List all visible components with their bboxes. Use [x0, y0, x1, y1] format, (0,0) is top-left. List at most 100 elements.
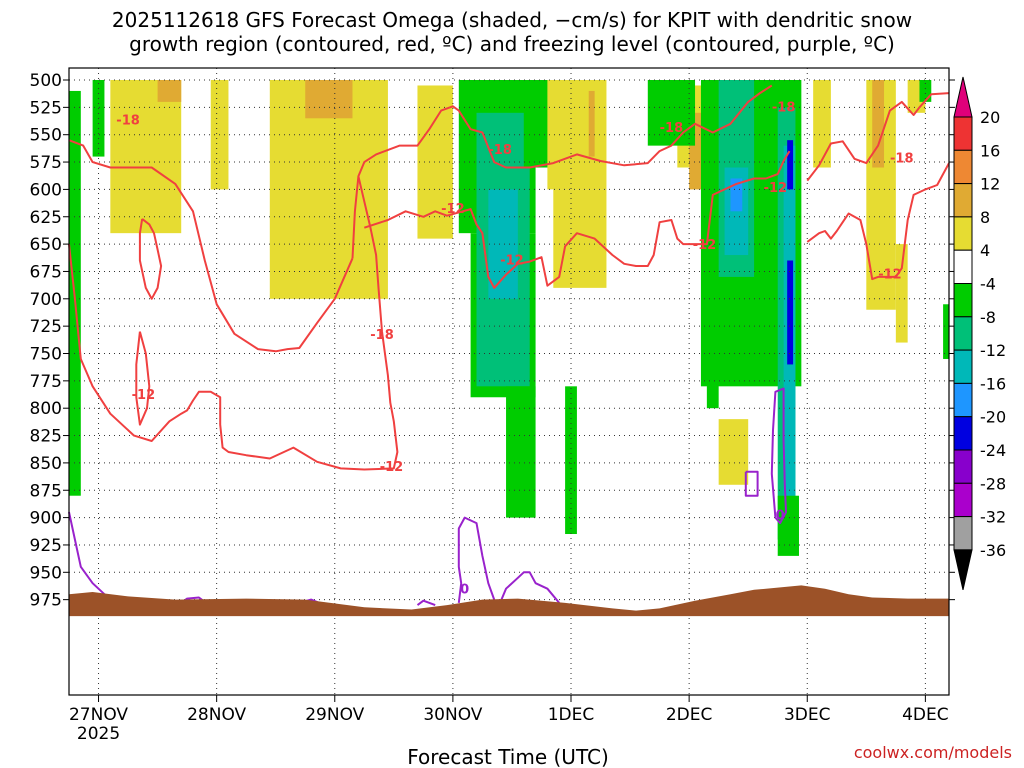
colorbar-label: 4 — [980, 241, 990, 260]
contour-label: 0 — [776, 508, 785, 523]
y-axis: 500 525 550 575 600 625 650 675 700 725 750 775 800 8… — [30, 71, 955, 611]
contour-zero-30nov — [457, 516, 496, 604]
contour-minus12-mid — [363, 150, 791, 289]
colorbar-bin — [953, 283, 973, 318]
contour-label: -18 — [488, 143, 512, 158]
colorbar-bin — [953, 449, 973, 484]
x-axis-label: Forecast Time (UTC) — [407, 745, 609, 768]
x-tick-label: 27NOV — [69, 705, 128, 725]
contour-labels: -18 -18 -18 -18 -18 -18 -12 -12 -12 -12 -12 -12 -12 0… — [116, 100, 913, 597]
y-tick-label: 500 — [30, 71, 62, 91]
y-tick-label: 550 — [30, 126, 62, 146]
colorbar-label: 8 — [980, 208, 990, 227]
contour-label: -12 — [693, 238, 717, 253]
colorbar-bin — [953, 249, 973, 284]
ground-terrain — [69, 585, 949, 617]
y-tick-label: 900 — [30, 509, 62, 529]
contour-label: -18 — [660, 121, 684, 136]
omega-region — [787, 260, 794, 365]
contour-label: -12 — [878, 268, 902, 283]
colorbar-bin — [953, 382, 973, 418]
contour-zero-1dec — [499, 571, 560, 604]
y-tick-label: 675 — [30, 262, 62, 282]
colorbar-label: -36 — [980, 541, 1006, 560]
omega-region — [157, 80, 182, 102]
contour-minus12-east — [806, 162, 950, 281]
chart-title-line-1: 2025112618 GFS Forecast Omega (shaded, −… — [112, 8, 912, 32]
x-tick-label: 30NOV — [423, 705, 482, 725]
colorbar-label: -8 — [980, 308, 996, 327]
y-tick-label: 950 — [30, 563, 62, 583]
contour-minus18-right — [351, 84, 773, 259]
contour-label: -12 — [132, 388, 156, 403]
y-tick-label: 775 — [30, 372, 62, 392]
contour-label: -18 — [116, 113, 140, 128]
y-tick-label: 800 — [30, 399, 62, 419]
colorbar-label: -24 — [980, 441, 1006, 460]
contour-zero-mid-left — [416, 599, 436, 607]
colorbar-bin — [953, 516, 973, 551]
colorbar-bin — [953, 183, 973, 218]
x-tick-label: 2DEC — [666, 705, 713, 725]
x-tick-label: 29NOV — [305, 705, 364, 725]
y-tick-label: 975 — [30, 591, 62, 611]
terrain-ground — [69, 585, 949, 617]
colorbar-bin — [953, 316, 973, 351]
colorbar-bin — [953, 116, 973, 151]
colorbar-label: -28 — [980, 474, 1006, 493]
y-tick-label: 750 — [30, 345, 62, 365]
colorbar-bin — [953, 216, 973, 251]
omega-region — [305, 80, 353, 119]
omega-region — [919, 80, 932, 102]
colorbar-label: 20 — [980, 108, 1000, 127]
colorbar-label: -20 — [980, 408, 1006, 427]
omega-region — [730, 178, 743, 212]
contour-label: -12 — [500, 253, 524, 268]
x-tick-label: 4DEC — [902, 705, 949, 725]
omega-region — [777, 495, 799, 556]
omega-region — [553, 189, 607, 288]
colorbar-bin — [953, 416, 973, 451]
omega-region — [718, 419, 749, 485]
colorbar-label: 12 — [980, 175, 1000, 194]
colorbar-top-extension — [953, 76, 973, 118]
x-tick-sublabel: 2025 — [77, 724, 120, 744]
y-tick-label: 875 — [30, 481, 62, 501]
x-tick-label: 3DEC — [784, 705, 831, 725]
y-tick-label: 700 — [30, 290, 62, 310]
y-tick-label: 725 — [30, 317, 62, 337]
y-tick-label: 650 — [30, 235, 62, 255]
y-tick-label: 625 — [30, 208, 62, 228]
credit-text: coolwx.com/models — [854, 743, 1012, 762]
contour-label: -18 — [772, 100, 796, 115]
omega-region — [943, 304, 949, 359]
omega-region — [647, 80, 696, 146]
y-tick-label: 525 — [30, 98, 62, 118]
y-tick-label: 575 — [30, 153, 62, 173]
colorbar-label: -32 — [980, 508, 1006, 527]
contour-label: -12 — [441, 202, 465, 217]
y-tick-label: 600 — [30, 180, 62, 200]
colorbar-label: -16 — [980, 374, 1006, 393]
contour-label: -12 — [380, 460, 404, 475]
contour-minus12-loop — [138, 218, 163, 300]
colorbar-label: -4 — [980, 275, 996, 294]
contour-minus12-lower-loop — [135, 331, 151, 426]
omega-region — [895, 244, 908, 343]
y-tick-label: 850 — [30, 454, 62, 474]
omega-region — [706, 364, 719, 409]
contour-minus18-east — [806, 92, 950, 182]
contour-minus12-upper — [68, 176, 399, 471]
omega-shading-layer — [69, 80, 949, 556]
omega-region — [488, 189, 518, 299]
contour-label: -18 — [890, 152, 914, 167]
colorbar-bin — [953, 482, 973, 518]
omega-region — [110, 80, 182, 234]
x-tick-label: 1DEC — [548, 705, 595, 725]
contour-zero-3dec — [770, 387, 787, 525]
colorbar-label: -12 — [980, 341, 1006, 360]
omega-region — [787, 140, 794, 190]
y-tick-label: 825 — [30, 427, 62, 447]
colorbar-label: 16 — [980, 141, 1000, 160]
